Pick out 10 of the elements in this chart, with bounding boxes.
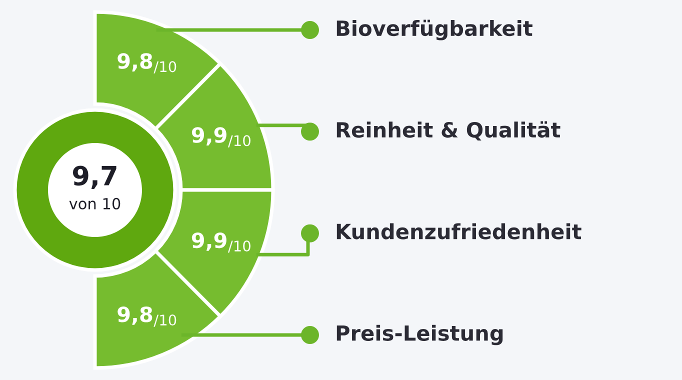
text: von 10 — [69, 198, 120, 210]
data-label: 9,8$_{/10}$ — [118, 306, 176, 327]
category-label: Preis-Leistung — [336, 324, 503, 346]
category-label: Kundenzufriedenheit — [336, 223, 582, 240]
data-label: 9,9$_{/10}$ — [192, 232, 250, 253]
text: 9,7 — [72, 166, 116, 190]
data-label: 9,8$_{/10}$ — [118, 53, 176, 74]
category-label: Reinheit & Qualität — [336, 121, 560, 140]
category-label: Bioverfügbarkeit — [336, 20, 532, 40]
data-label: 9,9$_{/10}$ — [192, 127, 250, 148]
